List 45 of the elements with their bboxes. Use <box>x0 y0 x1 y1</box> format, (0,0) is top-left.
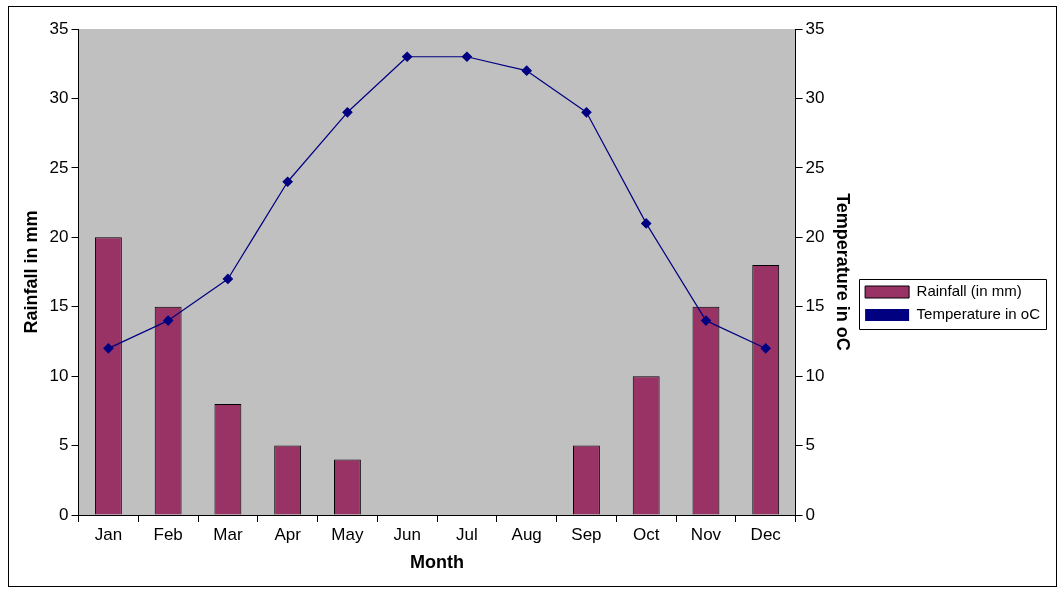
y2-tick-label: 5 <box>805 435 816 455</box>
y-tick-label: 20 <box>49 226 69 246</box>
x-tick-label: Jun <box>393 524 421 544</box>
y-tick-label: 30 <box>49 88 69 108</box>
point <box>402 51 413 62</box>
point <box>521 65 532 76</box>
x-tick-label: Aug <box>511 524 542 544</box>
x-tick-label: May <box>331 524 364 544</box>
point <box>103 343 114 354</box>
x-tick-label: Apr <box>274 524 302 544</box>
y2-tick-label: 25 <box>805 157 825 177</box>
y2-tick-label: 0 <box>805 504 816 524</box>
y-tick-label: 35 <box>49 18 69 38</box>
y-tick-label: 5 <box>59 435 69 455</box>
y-tick-label: 15 <box>49 296 69 316</box>
point <box>700 315 712 326</box>
point <box>282 176 293 187</box>
x-axis-title: Month <box>410 552 465 573</box>
y2-axis-title: Temperature in oC <box>833 193 854 351</box>
point <box>163 315 174 326</box>
point <box>342 107 353 118</box>
x-tick-label: Feb <box>153 524 183 544</box>
y-axis-title: Rainfall in mm <box>20 210 41 334</box>
x-tick-label: Oct <box>632 524 660 544</box>
point <box>760 343 771 354</box>
x-tick-label: Jul <box>456 524 478 544</box>
y2-tick-label: 35 <box>805 18 825 38</box>
point <box>641 218 652 229</box>
legend-label: Rainfall (in mm) <box>916 282 1022 300</box>
y2-tick-label: 30 <box>805 88 825 108</box>
x-tick-label: Sep <box>571 524 602 544</box>
y-tick-label: 0 <box>59 504 69 524</box>
x-tick-label: Dec <box>750 524 782 544</box>
legend-label: Temperature in oC <box>916 305 1041 323</box>
y-tick-label: 10 <box>49 365 69 385</box>
x-tick-label: Jan <box>94 524 123 544</box>
y2-tick-label: 20 <box>805 226 825 246</box>
x-tick-label: Mar <box>213 524 243 544</box>
point <box>222 273 233 285</box>
y2-tick-label: 15 <box>805 296 825 316</box>
y-tick-label: 25 <box>49 157 69 177</box>
point <box>461 51 473 62</box>
y2-tick-label: 10 <box>805 365 825 385</box>
point <box>581 107 592 118</box>
x-tick-label: Nov <box>690 524 722 544</box>
